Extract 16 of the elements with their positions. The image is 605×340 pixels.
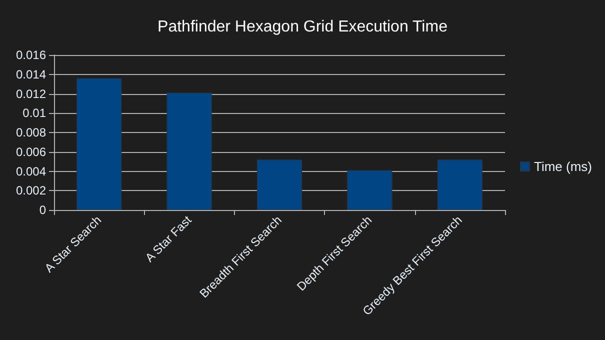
y-tick-label: 0.002 (16, 184, 46, 198)
bar (347, 170, 392, 210)
bar (437, 160, 482, 210)
y-tick-label: 0 (39, 203, 46, 217)
y-tick-label: 0.008 (16, 126, 46, 140)
y-tick-label: 0.01 (22, 106, 46, 120)
bar (166, 92, 212, 210)
y-tick-label: 0.014 (16, 67, 46, 82)
y-tick-label: 0.016 (16, 48, 46, 62)
y-tick-label: 0.006 (16, 144, 46, 159)
bar (256, 160, 302, 210)
y-tick-label: 0.004 (16, 164, 46, 178)
chart-title: Pathfinder Hexagon Grid Execution Time (158, 18, 448, 36)
legend-label: Time (ms) (534, 159, 592, 174)
y-tick-label: 0.012 (16, 86, 46, 101)
bar (76, 78, 122, 210)
